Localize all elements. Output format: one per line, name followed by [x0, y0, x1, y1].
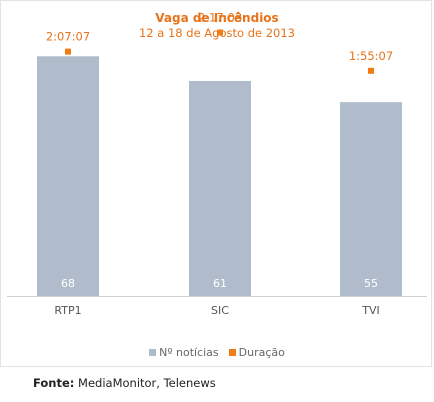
bar-value-label-tvi: 55	[364, 277, 378, 290]
chart-plot: 68 RTP1 2:07:07 61 SIC 2:17:03 55 TVI 1:55:07	[7, 10, 427, 317]
x-tick-label-tvi: TVI	[361, 304, 380, 317]
duration-point-sic	[217, 29, 223, 36]
legend-label-duracao: Duração	[238, 346, 285, 359]
legend-label-noticias: Nº notícias	[159, 346, 219, 359]
legend-swatch-duracao	[228, 349, 236, 356]
legend-item-duracao: Duração	[228, 346, 285, 359]
bar-tvi	[340, 102, 402, 296]
duration-point-rtp1	[65, 48, 71, 55]
x-tick-label-sic: SIC	[211, 304, 229, 317]
chart-title: Vaga de Incêndios	[155, 11, 279, 25]
duration-label-tvi: 1:55:07	[349, 49, 393, 63]
legend-item-noticias: Nº notícias	[149, 346, 219, 359]
duration-label-sic: 2:17:03	[198, 10, 242, 24]
chart-frame	[0, 0, 432, 367]
x-tick-label-rtp1: RTP1	[54, 304, 81, 317]
source-text: MediaMonitor, Telenews	[78, 376, 216, 390]
bar-rtp1	[37, 56, 99, 296]
source-note: Fonte: MediaMonitor, Telenews	[33, 376, 216, 390]
source-label: Fonte:	[33, 376, 75, 390]
bar-value-label-sic: 61	[213, 277, 227, 290]
duration-label-rtp1: 2:07:07	[46, 30, 90, 44]
bar-value-label-rtp1: 68	[61, 277, 75, 290]
chart-legend: Nº notícias Duração	[0, 346, 434, 359]
duration-point-tvi	[368, 67, 374, 74]
bar-sic	[189, 80, 251, 296]
legend-swatch-noticias	[149, 349, 157, 356]
chart-subtitle: 12 a 18 de Agosto de 2013	[138, 26, 295, 40]
